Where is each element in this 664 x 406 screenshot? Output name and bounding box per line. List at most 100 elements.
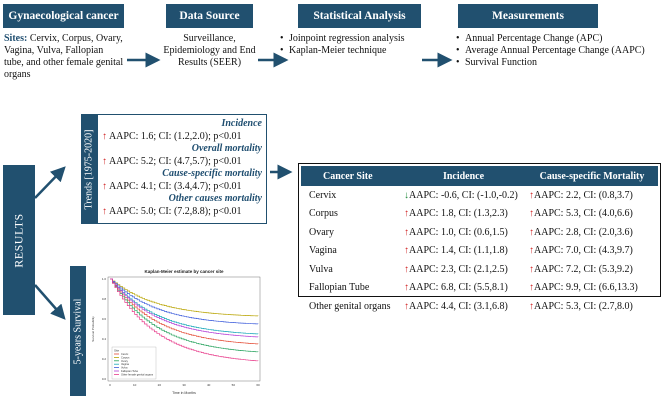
up-arrow-icon: ↑ xyxy=(529,263,534,275)
km-x-tick: 50 xyxy=(232,383,236,387)
table-row: Corpus ↑AAPC: 1.8, CI: (1.3,2.3) ↑AAPC: 5.… xyxy=(301,205,658,224)
km-ylabel: Survival Probability xyxy=(91,316,95,342)
km-plot: Kaplan-Meier estimate by cancer site 1.0… xyxy=(86,265,270,399)
up-arrow-icon: ↑ xyxy=(529,208,534,220)
km-legend-entry: Cervix xyxy=(121,352,129,356)
km-legend-entry: Corpus xyxy=(121,355,130,359)
table-row: Other genital organs ↑AAPC: 4.4, CI: (3.1… xyxy=(301,297,658,316)
km-y-tick: 0.6 xyxy=(102,317,107,321)
km-x-ticks: 0 10 20 30 40 50 60 xyxy=(109,383,260,387)
cell-site: Other genital organs xyxy=(309,300,391,312)
km-curve xyxy=(110,278,259,317)
data-source-text: Surveillance, Epidemiology and End Resul… xyxy=(163,33,256,68)
measurement-bullet: Average Annual Percentage Change (AAPC) xyxy=(456,45,662,57)
km-legend-entry: Other female genital organs xyxy=(121,372,154,376)
km-title: Kaplan-Meier estimate by cancer site xyxy=(144,269,224,274)
km-y-ticks: 1.0 0.8 0.6 0.4 0.2 0.0 xyxy=(102,277,107,381)
km-y-tick: 0.8 xyxy=(102,297,107,301)
km-curve xyxy=(110,278,259,338)
trend-heading: Cause-specific mortality xyxy=(162,168,262,179)
table-header-mortality: Cause-specific Mortality xyxy=(539,170,645,182)
trends-tab: Trends [1975-2020] xyxy=(81,114,97,224)
cell-incidence: ↑AAPC: 1.4, CI: (1.1,1.8) xyxy=(404,245,508,257)
analysis-bullet: Joinpoint regression analysis xyxy=(280,33,430,45)
arrow-results-to-trends xyxy=(34,166,66,199)
km-x-tick: 0 xyxy=(109,383,111,387)
km-curves xyxy=(110,278,259,362)
trend-value: ↑ AAPC: 4.1; CI: (3.4,4.7); p<0.01 xyxy=(102,181,242,192)
table-header-incidence: Incidence xyxy=(442,170,485,182)
up-arrow-icon: ↑ xyxy=(404,263,409,275)
table-row: Ovary ↑AAPC: 1.0, CI: (0.6,1.5) ↑AAPC: 2.8… xyxy=(301,223,658,242)
up-arrow-icon: ↑ xyxy=(404,245,409,257)
sites-label: Sites: xyxy=(4,33,28,44)
header-gynaecological-cancer: Gynaecological cancer xyxy=(3,4,124,28)
header-statistical-analysis: Statistical Analysis xyxy=(298,4,421,28)
km-curve xyxy=(110,278,259,362)
km-y-tick: 0.2 xyxy=(102,357,107,361)
up-arrow-icon: ↑ xyxy=(404,300,409,312)
cell-mortality: ↑AAPC: 9.9, CI: (6.6,13.3) xyxy=(529,282,638,294)
table-body: Cervix ↓AAPC: -0.6, CI: (-1.0,-0.2) ↑AAPC:… xyxy=(301,186,658,316)
sites-text: Sites: Cervix, Corpus, Ovary, Vagina, Vu… xyxy=(4,33,124,81)
km-x-tick: 20 xyxy=(158,383,162,387)
up-arrow-icon: ↑ xyxy=(529,282,534,294)
table-row: Vulva ↑AAPC: 2.3, CI: (2.1,2.5) ↑AAPC: 7.2… xyxy=(301,260,658,279)
km-curve xyxy=(110,278,259,353)
trend-value: ↑ AAPC: 1.6; CI: (1.2,2.0); p<0.01 xyxy=(102,131,242,142)
results-label-box: RESULTS xyxy=(3,165,35,315)
cell-site: Cervix xyxy=(309,189,337,201)
sites-list: Cervix, Corpus, Ovary, Vagina, Vulva, Fa… xyxy=(4,33,124,80)
km-legend-entry: Vulva xyxy=(121,366,128,370)
km-legend-title: Site xyxy=(114,349,120,353)
cell-incidence: ↑AAPC: 1.8, CI: (1.3,2.3) xyxy=(404,208,508,220)
analysis-bullets: Joinpoint regression analysis Kaplan-Mei… xyxy=(280,33,430,57)
up-arrow-icon: ↑ xyxy=(404,208,409,220)
cell-mortality: ↑AAPC: 2.2, CI: (0.8,3.7) xyxy=(529,189,633,201)
km-axes-frame xyxy=(107,276,261,382)
km-y-tick: 1.0 xyxy=(102,277,107,281)
km-legend: Site CervixCorpusOvaryVaginaVulvaFallopi… xyxy=(111,346,157,380)
cell-mortality: ↑AAPC: 2.8, CI: (2.0,3.6) xyxy=(529,226,633,238)
km-y-tick: 0.0 xyxy=(102,377,107,381)
results-table: Cancer Site Incidence Cause-specific Mor… xyxy=(298,163,661,312)
table-row: Vagina ↑AAPC: 1.4, CI: (1.1,1.8) ↑AAPC: 7.… xyxy=(301,242,658,261)
km-legend-frame xyxy=(111,346,157,380)
analysis-bullet: Kaplan-Meier technique xyxy=(280,45,430,57)
cell-incidence: ↓AAPC: -0.6, CI: (-1.0,-0.2) xyxy=(404,189,518,201)
table-header-row: Cancer Site Incidence Cause-specific Mor… xyxy=(301,166,658,186)
up-arrow-icon: ↑ xyxy=(404,226,409,238)
km-legend-entry: Vagina xyxy=(121,362,129,366)
trend-heading: Overall mortality xyxy=(191,143,262,154)
measurement-bullet: Annual Percentage Change (APC) xyxy=(456,33,662,45)
cell-incidence: ↑AAPC: 2.3, CI: (2.1,2.5) xyxy=(404,263,508,275)
up-arrow-icon: ↑ xyxy=(529,245,534,257)
table-header-site: Cancer Site xyxy=(323,170,373,182)
up-arrow-icon: ↑ xyxy=(529,226,534,238)
trends-box: Incidence ↑ AAPC: 1.6; CI: (1.2,2.0); p<… xyxy=(97,114,267,224)
header-measurements: Measurements xyxy=(458,4,598,28)
km-curve xyxy=(110,278,259,325)
up-arrow-icon: ↑ xyxy=(404,282,409,294)
km-curve xyxy=(110,278,259,345)
survival-tab: 5-years Survival xyxy=(70,266,86,396)
cell-incidence: ↑AAPC: 4.4, CI: (3.1,6.8) xyxy=(404,300,508,312)
header-data-source: Data Source xyxy=(166,4,253,28)
km-x-tick: 40 xyxy=(207,383,211,387)
measurement-bullet: Survival Function xyxy=(456,57,662,69)
km-legend-entry: Ovary xyxy=(121,359,129,363)
cell-site: Ovary xyxy=(309,226,334,238)
arrow-results-to-survival xyxy=(34,284,66,320)
km-x-tick: 60 xyxy=(256,383,260,387)
trends-tab-label: Trends [1975-2020] xyxy=(83,129,95,209)
table-row: Cervix ↓AAPC: -0.6, CI: (-1.0,-0.2) ↑AAPC:… xyxy=(301,186,658,205)
down-arrow-icon: ↓ xyxy=(404,189,409,201)
cell-incidence: ↑AAPC: 1.0, CI: (0.6,1.5) xyxy=(404,226,508,238)
up-arrow-icon: ↑ xyxy=(529,189,534,201)
cell-mortality: ↑AAPC: 5.3, CI: (4.0,6.6) xyxy=(529,208,633,220)
trend-value: ↑ AAPC: 5.2; CI: (4.7,5.7); p<0.01 xyxy=(102,156,242,167)
cell-mortality: ↑AAPC: 7.2, CI: (5.3,9.2) xyxy=(529,263,633,275)
cell-site: Vulva xyxy=(309,263,333,275)
cell-mortality: ↑AAPC: 7.0, CI: (4.3,9.7) xyxy=(529,245,633,257)
survival-tab-label: 5-years Survival xyxy=(72,298,84,364)
